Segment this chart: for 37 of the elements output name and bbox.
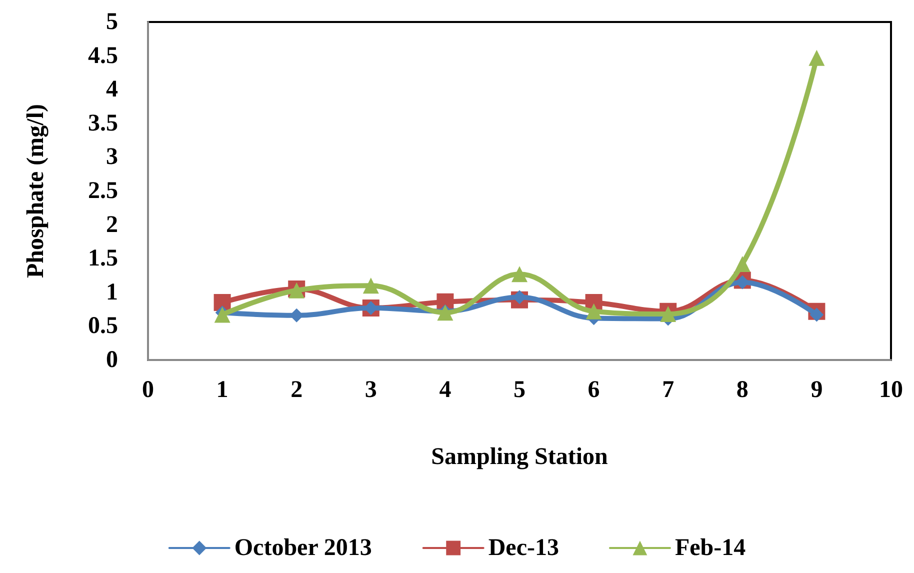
- y-tick-label: 4.5: [88, 42, 118, 69]
- x-axis-title: Sampling Station: [431, 444, 608, 470]
- legend-label: Feb-14: [674, 535, 746, 561]
- y-tick-label: 5: [106, 9, 118, 35]
- point: [362, 278, 379, 294]
- y-tick-label: 2: [106, 212, 118, 238]
- x-tick-label: 7: [662, 377, 674, 403]
- y-tick-label: 0.5: [88, 313, 118, 340]
- x-tick-label: 0: [142, 377, 154, 403]
- legend-label: Dec-13: [488, 535, 559, 561]
- y-tick-label: 1: [106, 279, 118, 306]
- point: [810, 308, 824, 322]
- x-tick-label: 8: [736, 377, 748, 403]
- point: [735, 275, 750, 290]
- x-tick-label: 2: [290, 377, 303, 403]
- point: [214, 306, 230, 323]
- y-tick-label: 1.5: [88, 246, 118, 272]
- x-tick-label: 5: [514, 377, 526, 403]
- x-tick-label: 6: [588, 377, 600, 403]
- x-tick-label: 3: [364, 377, 377, 403]
- x-tick-label: 10: [879, 377, 903, 403]
- point: [586, 303, 602, 320]
- point: [512, 266, 528, 282]
- x-tick-label: 4: [439, 377, 452, 403]
- point: [808, 50, 825, 66]
- y-tick-label: 3.5: [88, 110, 118, 136]
- y-tick-label: 0: [106, 347, 118, 373]
- point: [660, 306, 676, 322]
- y-axis-title: Phosphate (mg/l): [23, 104, 49, 278]
- y-tick-label: 2.5: [88, 178, 118, 204]
- point: [512, 290, 526, 304]
- y-tick-label: 3: [106, 144, 118, 170]
- legend-label: October 2013: [234, 535, 372, 561]
- y-tick-label: 4: [106, 76, 118, 103]
- point: [734, 256, 750, 272]
- x-tick-label: 1: [216, 377, 228, 403]
- x-tick-label: 9: [810, 377, 823, 403]
